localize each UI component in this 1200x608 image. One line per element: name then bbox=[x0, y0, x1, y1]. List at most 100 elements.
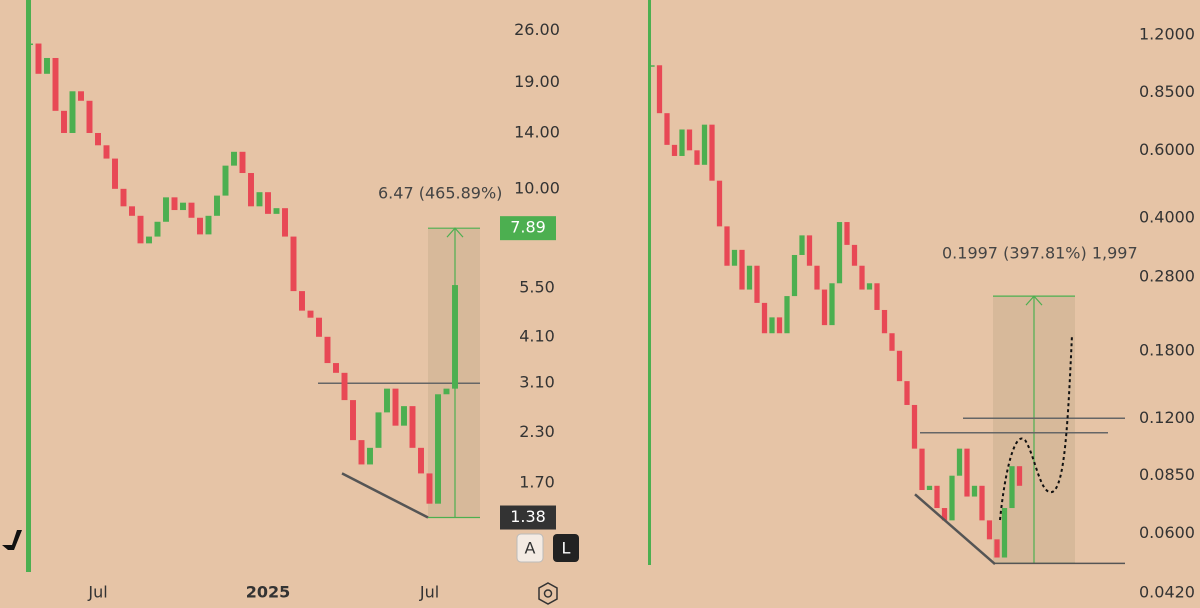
candle bbox=[754, 265, 760, 303]
candle bbox=[731, 249, 738, 266]
candle bbox=[964, 448, 970, 497]
support-line bbox=[914, 493, 996, 565]
candle bbox=[979, 485, 985, 521]
candle bbox=[1016, 466, 1023, 486]
candle bbox=[273, 208, 280, 214]
candle bbox=[222, 165, 229, 196]
candle bbox=[1001, 508, 1008, 558]
candle bbox=[69, 91, 76, 133]
candle bbox=[86, 100, 93, 133]
candle bbox=[836, 222, 843, 284]
candle bbox=[120, 188, 127, 207]
x-tick-label: Jul bbox=[87, 583, 107, 602]
last-price-label: 7.89 bbox=[510, 218, 546, 237]
candle bbox=[384, 388, 390, 413]
auto-button[interactable]: A bbox=[516, 533, 544, 563]
support-line bbox=[341, 472, 429, 519]
x-tick-label: Jul bbox=[419, 583, 439, 602]
candle bbox=[418, 447, 424, 474]
y-tick-label: 3.10 bbox=[519, 373, 555, 392]
candle bbox=[971, 485, 978, 497]
candle bbox=[214, 195, 220, 216]
settings-button[interactable] bbox=[538, 582, 558, 605]
indicator-bar bbox=[648, 0, 651, 565]
candle bbox=[709, 124, 715, 181]
y-tick-label: 0.0850 bbox=[1139, 465, 1195, 484]
candle bbox=[146, 236, 152, 244]
candle bbox=[701, 124, 708, 165]
y-tick-label: 0.1800 bbox=[1139, 340, 1195, 359]
y-tick-label: 10.00 bbox=[514, 178, 560, 197]
arrow-head bbox=[446, 227, 464, 238]
candle bbox=[949, 475, 955, 521]
y-tick-label: 0.6000 bbox=[1139, 140, 1195, 159]
y-tick-label: 0.0420 bbox=[1139, 583, 1195, 602]
y-tick-label: 14.00 bbox=[514, 122, 560, 141]
y-tick-label: 1.70 bbox=[519, 472, 555, 491]
candle bbox=[35, 43, 42, 74]
low-price-box bbox=[500, 505, 556, 530]
candle bbox=[188, 202, 195, 218]
candle bbox=[911, 404, 918, 449]
candle bbox=[874, 283, 880, 310]
candle bbox=[799, 235, 805, 255]
indicator-bar bbox=[26, 0, 31, 572]
candle bbox=[994, 539, 1000, 558]
candle bbox=[103, 145, 110, 159]
y-tick-label: 0.0600 bbox=[1139, 523, 1195, 542]
candle bbox=[814, 265, 820, 290]
measure-label: 0.1997 (397.81%) 1,997 bbox=[942, 244, 1138, 263]
candle bbox=[231, 151, 237, 166]
last-price-box bbox=[500, 216, 556, 241]
low-price-label: 1.38 bbox=[510, 507, 546, 526]
y-tick-label: 19.00 bbox=[514, 72, 560, 91]
candle bbox=[44, 57, 50, 74]
logo bbox=[2, 530, 22, 550]
candle bbox=[112, 158, 118, 189]
log-button[interactable]: L bbox=[553, 534, 579, 562]
candle bbox=[761, 302, 768, 334]
candle bbox=[694, 150, 700, 165]
candle bbox=[1009, 466, 1015, 509]
candle bbox=[806, 235, 813, 266]
y-tick-label: 2.30 bbox=[519, 422, 555, 441]
y-tick-label: 0.8500 bbox=[1139, 82, 1195, 101]
candle bbox=[664, 113, 670, 145]
candle bbox=[324, 336, 331, 364]
y-tick-label: 0.2800 bbox=[1139, 267, 1195, 286]
candle bbox=[316, 317, 322, 337]
candle bbox=[358, 440, 365, 465]
candle bbox=[52, 57, 59, 111]
y-tick-label: 1.2000 bbox=[1139, 24, 1195, 43]
arrow-head bbox=[1025, 295, 1043, 306]
candle bbox=[350, 400, 356, 441]
candle bbox=[866, 283, 873, 290]
candle bbox=[205, 215, 212, 235]
y-tick-label: 0.1200 bbox=[1139, 408, 1195, 427]
candle bbox=[171, 197, 178, 211]
candle bbox=[401, 406, 407, 426]
candle bbox=[686, 129, 693, 151]
candle bbox=[180, 202, 186, 211]
candle bbox=[95, 132, 101, 146]
candle bbox=[163, 197, 169, 222]
candle bbox=[739, 249, 745, 290]
candle bbox=[671, 144, 678, 156]
candle bbox=[904, 381, 910, 405]
candle bbox=[784, 296, 790, 334]
candle bbox=[341, 372, 348, 401]
candle bbox=[679, 129, 685, 156]
candle bbox=[821, 289, 828, 326]
candle bbox=[881, 309, 888, 334]
candle bbox=[282, 208, 288, 237]
candle bbox=[239, 151, 246, 174]
projection-path bbox=[999, 334, 1073, 521]
candle bbox=[986, 520, 993, 540]
candle bbox=[61, 110, 67, 133]
candle bbox=[256, 192, 263, 207]
candle bbox=[724, 226, 730, 266]
candle bbox=[452, 285, 458, 389]
y-tick-label: 26.00 bbox=[514, 20, 560, 39]
candle bbox=[926, 485, 933, 491]
